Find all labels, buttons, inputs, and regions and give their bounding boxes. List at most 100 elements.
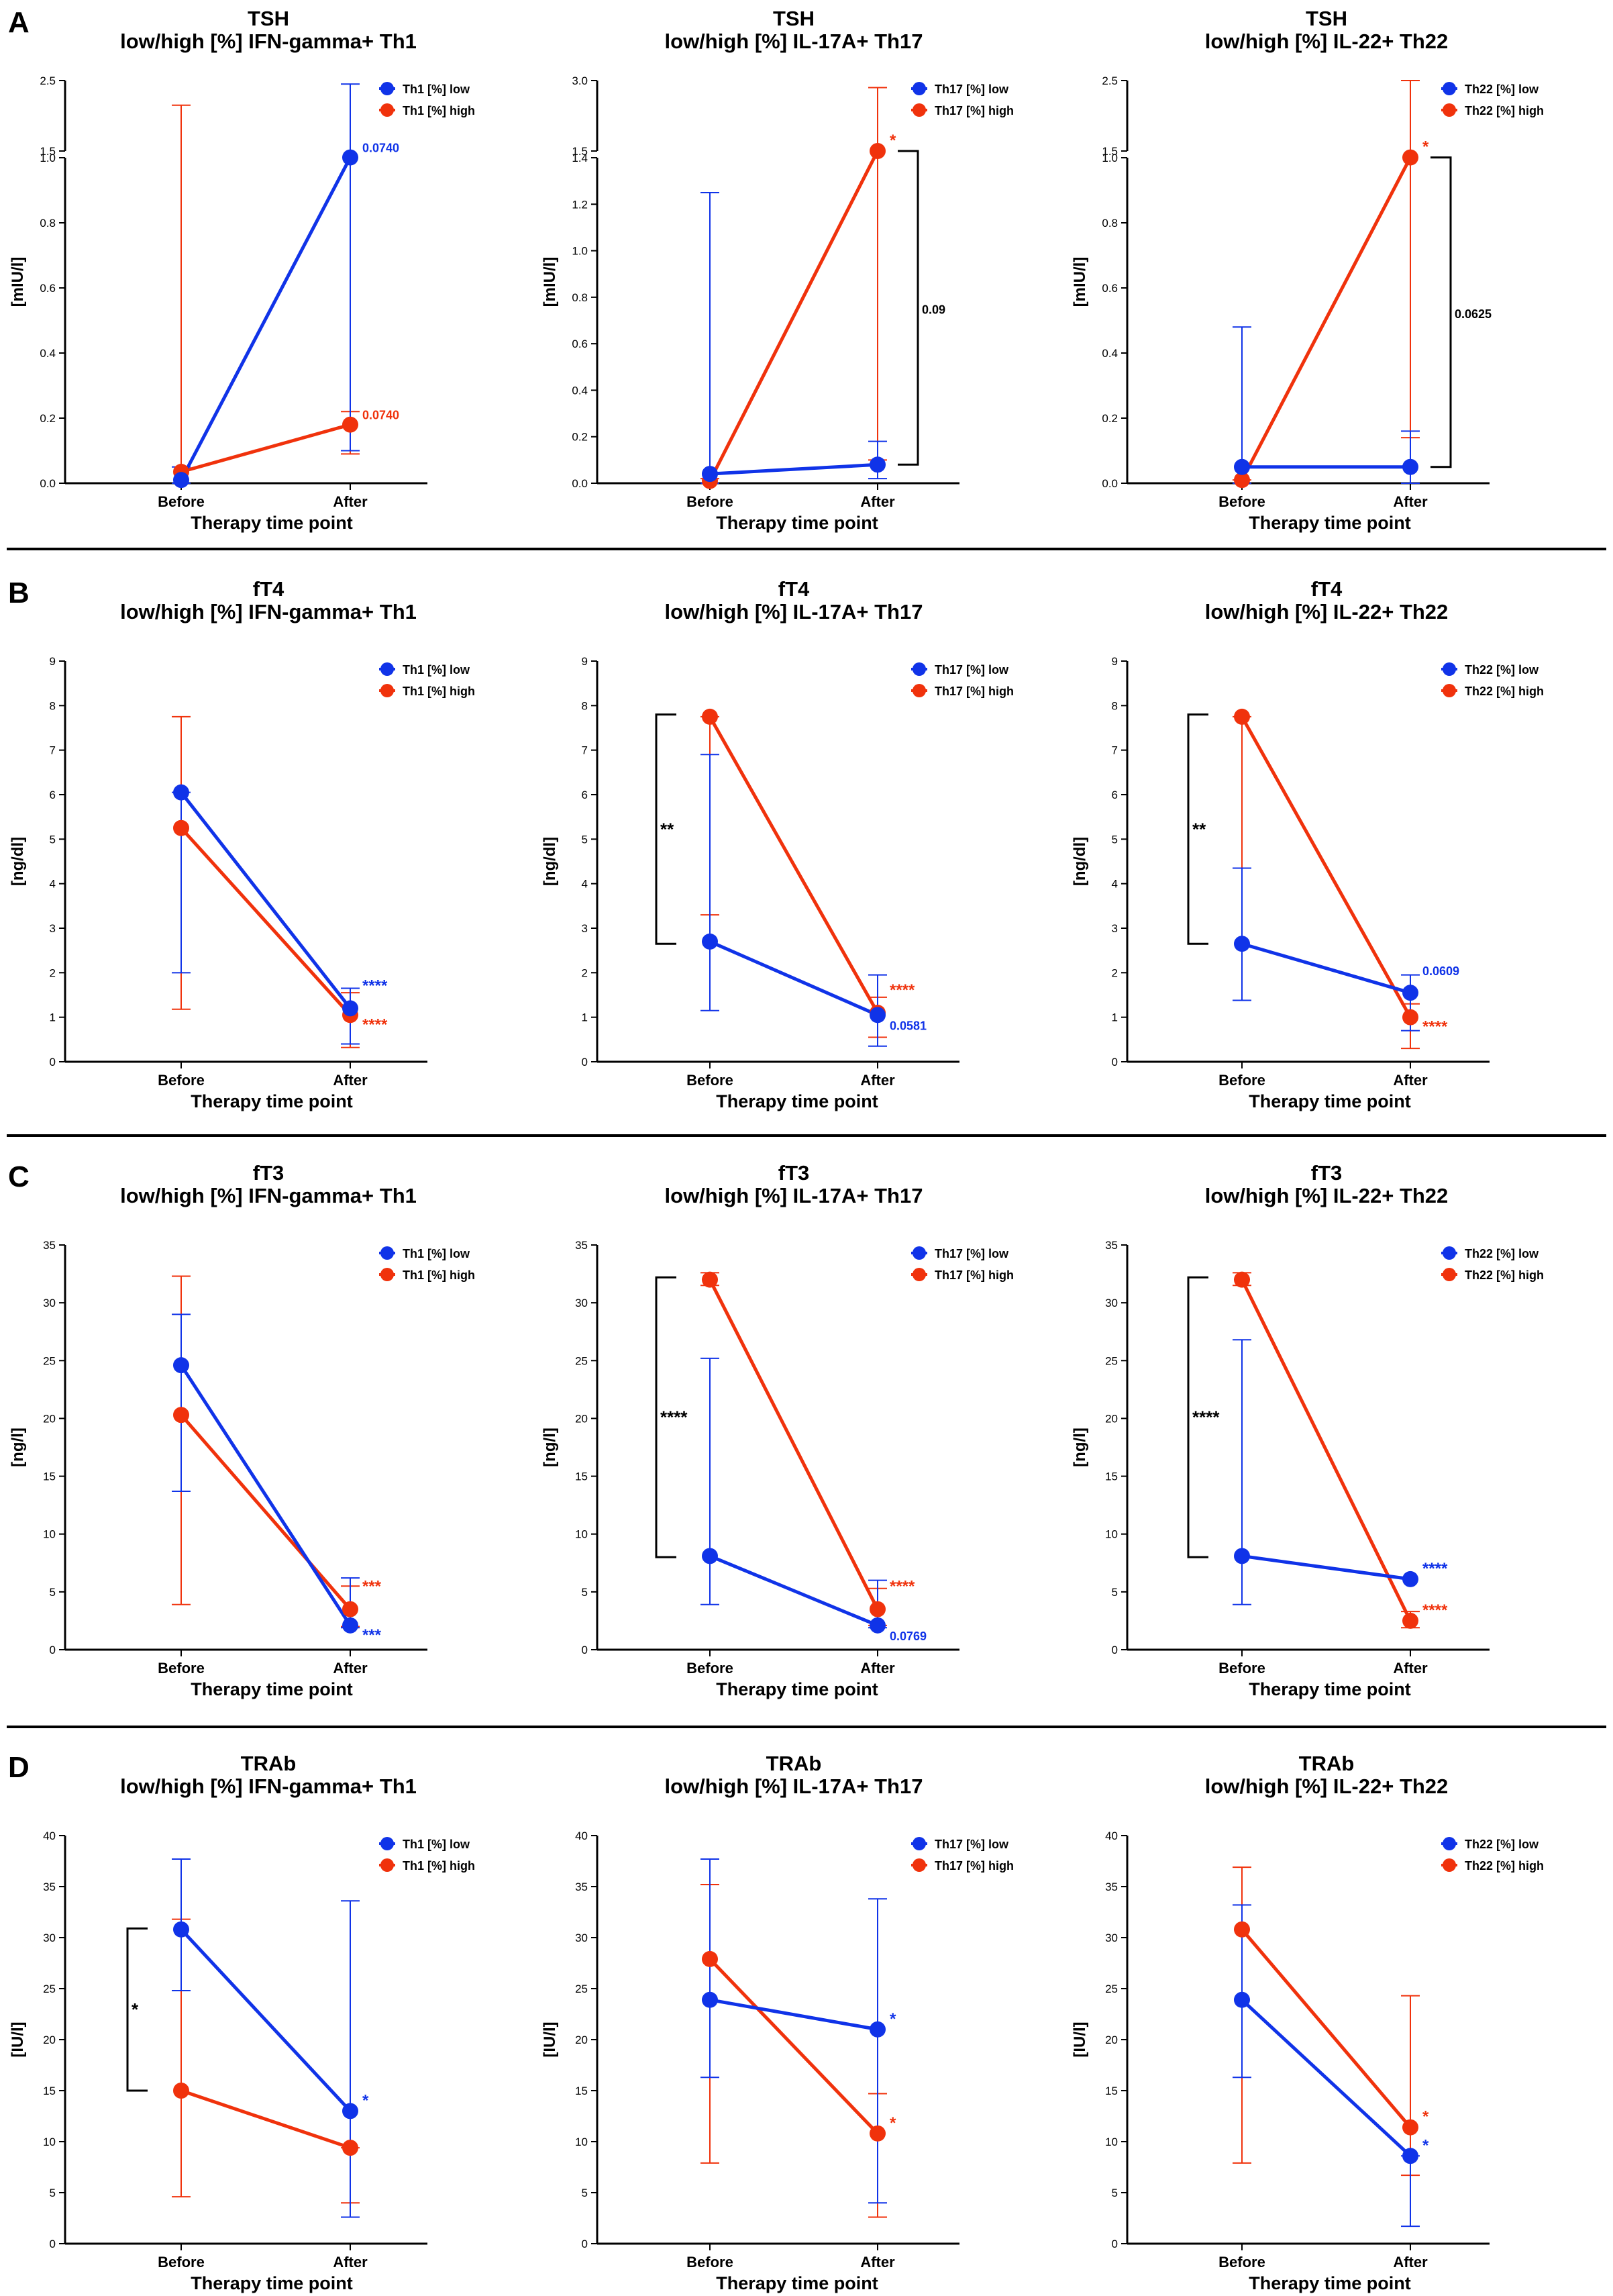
series-line bbox=[1240, 715, 1412, 1018]
legend-marker bbox=[1443, 684, 1456, 697]
row-label: D bbox=[8, 1751, 30, 1784]
y-tick-label: 0.6 bbox=[40, 282, 56, 295]
data-point bbox=[870, 143, 886, 159]
y-tick-label: 0.0 bbox=[572, 477, 588, 490]
data-point bbox=[342, 2103, 358, 2119]
y-tick-label: 0.6 bbox=[1102, 282, 1118, 295]
legend-marker bbox=[380, 82, 394, 95]
y-tick-label: 1.2 bbox=[572, 198, 588, 211]
data-point bbox=[870, 1601, 886, 1617]
significance-bracket bbox=[655, 713, 676, 945]
y-axis-label: [ng/dl] bbox=[9, 837, 27, 886]
legend-marker bbox=[913, 1837, 926, 1850]
y-tick-label: 25 bbox=[43, 1354, 56, 1367]
significance-label: 0.0740 bbox=[362, 409, 399, 422]
significance-label: **** bbox=[362, 1015, 388, 1034]
y-tick-label: 2 bbox=[50, 966, 56, 979]
significance-label: * bbox=[1422, 138, 1429, 156]
y-tick-label: 7 bbox=[50, 744, 56, 757]
bracket-label: **** bbox=[660, 1407, 688, 1428]
y-tick-label: 0.4 bbox=[40, 347, 56, 360]
x-axis-label: Therapy time point bbox=[716, 1091, 878, 1111]
x-tick-label: Before bbox=[158, 2254, 205, 2270]
significance-label: **** bbox=[890, 981, 915, 999]
data-point bbox=[173, 2083, 189, 2099]
y-axis-label: [ng/l] bbox=[1071, 1428, 1089, 1467]
y-tick-label: 30 bbox=[575, 1932, 588, 1944]
data-point bbox=[342, 416, 358, 433]
x-tick-label: After bbox=[333, 1660, 368, 1677]
y-tick-label: 0.8 bbox=[1102, 217, 1118, 230]
y-tick-label: 0.0 bbox=[1102, 477, 1118, 490]
y-tick-label: 5 bbox=[582, 833, 588, 846]
y-tick-label: 1 bbox=[582, 1011, 588, 1024]
y-tick-label: 3.0 bbox=[572, 74, 588, 87]
y-tick-label: 0 bbox=[50, 1644, 56, 1656]
series-line bbox=[1241, 1998, 1412, 2158]
panel-subtitle: low/high [%] IFN-gamma+ Th1 bbox=[120, 30, 417, 53]
panel-title: TSH bbox=[1306, 7, 1347, 30]
legend-label: Th17 [%] low bbox=[935, 1838, 1009, 1851]
x-tick-label: Before bbox=[1218, 2254, 1265, 2270]
legend-marker bbox=[1443, 103, 1456, 117]
legend-marker bbox=[1443, 82, 1456, 95]
y-tick-label: 0.8 bbox=[40, 217, 56, 230]
y-tick-label: 4 bbox=[1112, 878, 1118, 891]
data-point bbox=[173, 1407, 189, 1424]
significance-label: * bbox=[890, 2114, 896, 2132]
data-point bbox=[342, 149, 358, 166]
y-tick-label: 2.5 bbox=[1102, 74, 1118, 87]
x-tick-label: Before bbox=[686, 493, 733, 510]
y-tick-label: 5 bbox=[1112, 2187, 1118, 2199]
significance-bracket bbox=[1430, 156, 1452, 468]
y-tick-label: 10 bbox=[575, 1528, 588, 1541]
legend-label: Th17 [%] high bbox=[935, 1859, 1014, 1873]
legend-label: Th22 [%] high bbox=[1465, 104, 1544, 117]
legend-marker bbox=[380, 1246, 394, 1260]
y-tick-label: 9 bbox=[582, 655, 588, 668]
legend-marker bbox=[1443, 1246, 1456, 1260]
significance-label: **** bbox=[890, 1578, 915, 1596]
y-tick-label: 8 bbox=[582, 699, 588, 712]
data-point bbox=[702, 933, 718, 950]
significance-label: **** bbox=[1422, 1560, 1448, 1578]
y-axis-label: [mIU/l] bbox=[9, 257, 27, 307]
legend-label: Th22 [%] high bbox=[1465, 1268, 1544, 1282]
legend-label: Th1 [%] low bbox=[403, 1247, 470, 1260]
y-tick-label: 30 bbox=[575, 1297, 588, 1309]
y-axis-label: [ng/dl] bbox=[541, 837, 559, 886]
panel-title: fT3 bbox=[778, 1161, 810, 1185]
series-line bbox=[180, 1928, 352, 2113]
data-point bbox=[1234, 472, 1250, 489]
y-tick-label: 0 bbox=[1112, 1644, 1118, 1656]
y-tick-label: 0.4 bbox=[572, 384, 588, 397]
y-tick-label: 40 bbox=[575, 1830, 588, 1842]
y-tick-label: 35 bbox=[575, 1239, 588, 1252]
series-line bbox=[709, 1958, 879, 2135]
row-label: A bbox=[8, 6, 30, 39]
data-point bbox=[342, 1617, 358, 1634]
y-tick-label: 25 bbox=[575, 1983, 588, 1995]
data-point bbox=[1402, 985, 1418, 1001]
bracket-label: **** bbox=[1192, 1407, 1220, 1428]
y-tick-label: 10 bbox=[43, 1528, 56, 1541]
significance-label: 0.0740 bbox=[362, 142, 399, 155]
legend-label: Th1 [%] low bbox=[403, 83, 470, 96]
y-tick-label: 0 bbox=[1112, 1056, 1118, 1068]
y-tick-label: 1.0 bbox=[572, 245, 588, 258]
x-tick-label: After bbox=[333, 2254, 368, 2270]
panel-subtitle: low/high [%] IL-22+ Th22 bbox=[1205, 1184, 1449, 1207]
legend-marker bbox=[913, 82, 926, 95]
data-point bbox=[1234, 1921, 1250, 1938]
legend-label: Th17 [%] low bbox=[935, 663, 1009, 677]
legend-marker bbox=[1443, 1858, 1456, 1872]
panel-title: fT4 bbox=[778, 577, 810, 601]
y-tick-label: 1.0 bbox=[1102, 152, 1118, 164]
y-tick-label: 2.5 bbox=[40, 74, 56, 87]
row-label: C bbox=[8, 1160, 30, 1193]
significance-label: 0.0609 bbox=[1422, 964, 1459, 978]
series-line bbox=[180, 827, 352, 1017]
y-axis-label: [IU/l] bbox=[541, 2022, 559, 2057]
panel-subtitle: low/high [%] IL-17A+ Th17 bbox=[665, 30, 923, 53]
legend-marker bbox=[380, 662, 394, 676]
